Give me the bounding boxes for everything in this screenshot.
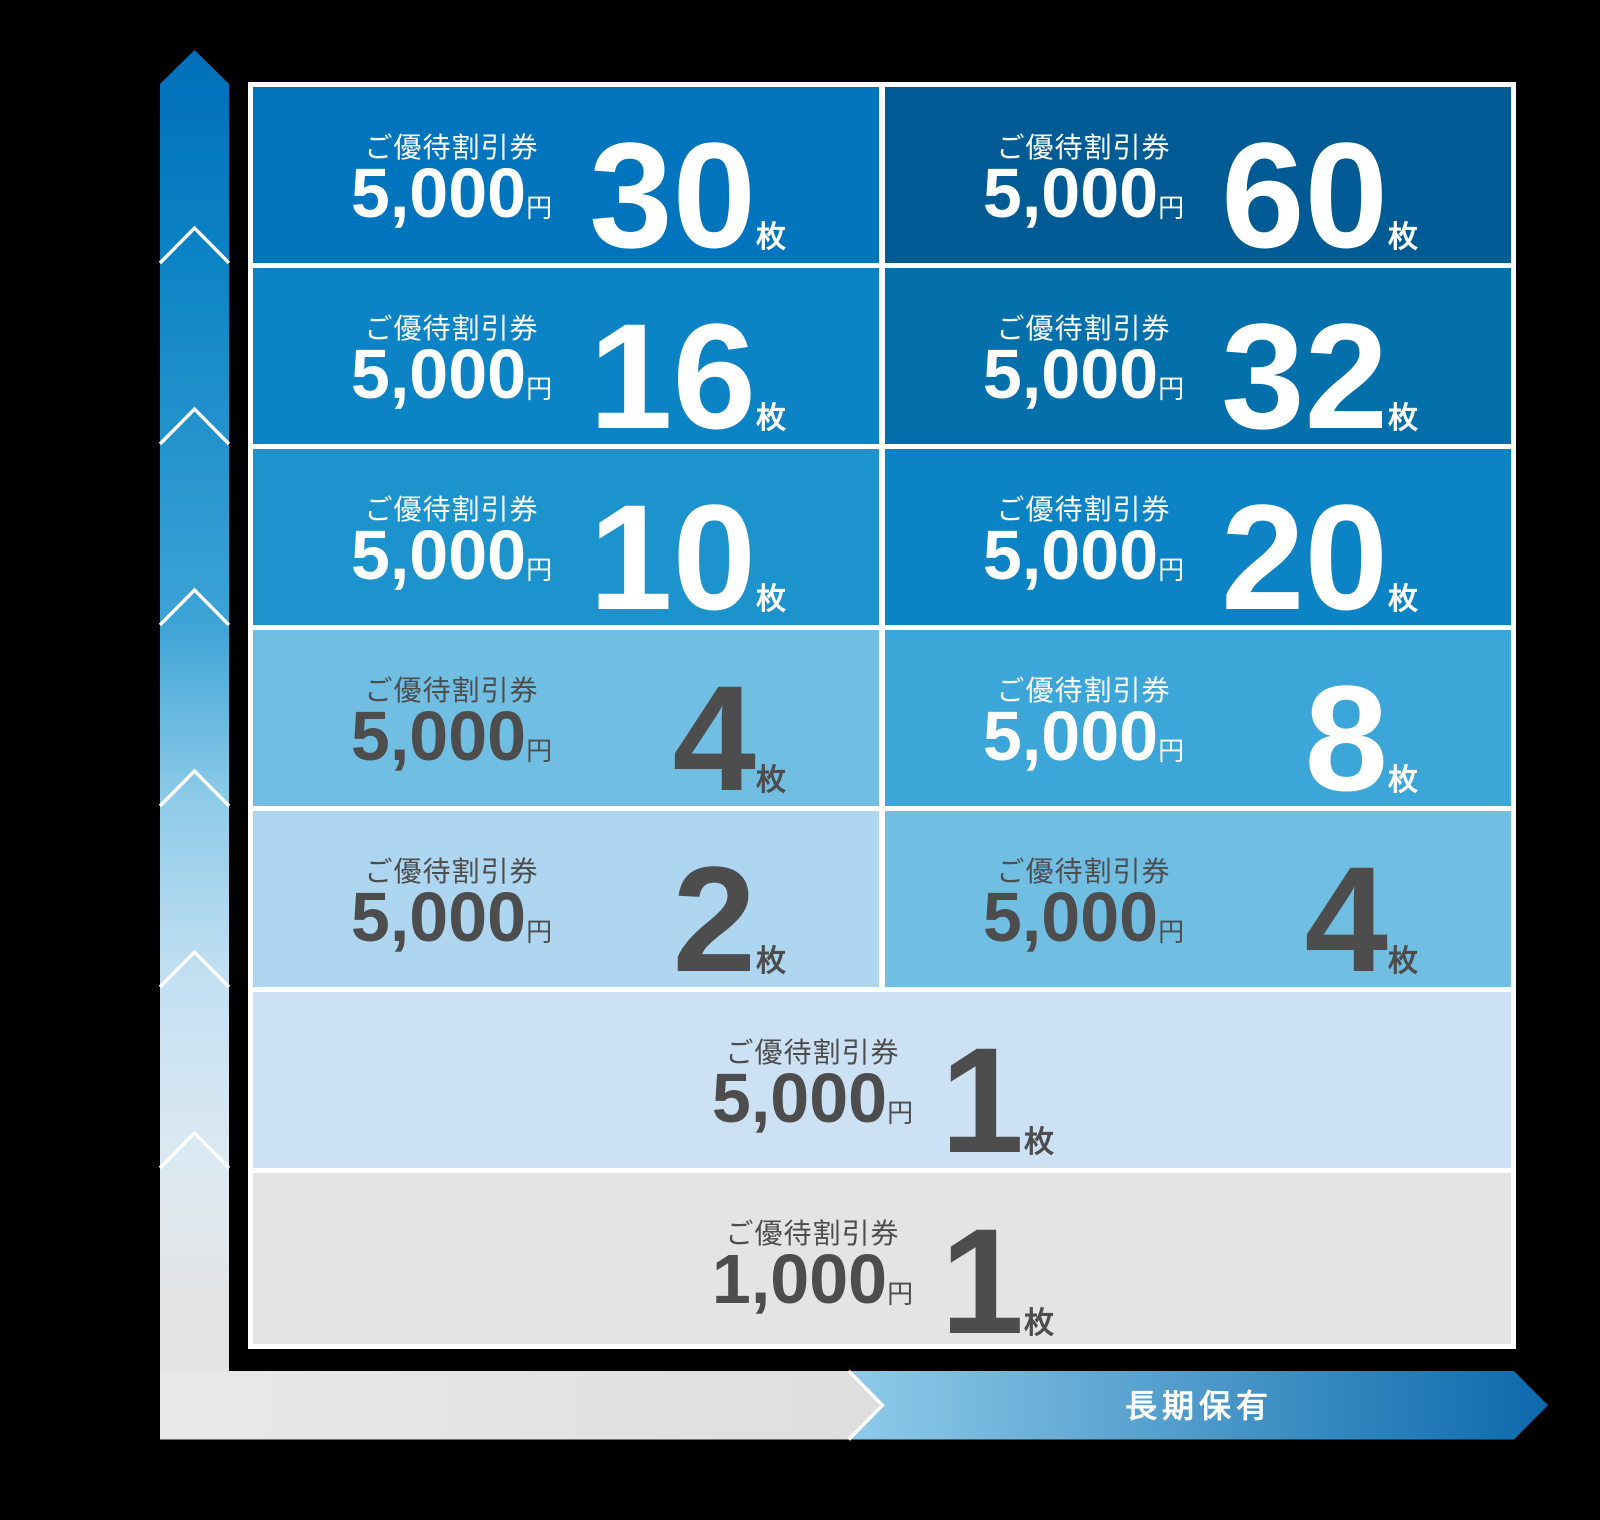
svg-text:長期保有: 長期保有 bbox=[1125, 1388, 1273, 1424]
